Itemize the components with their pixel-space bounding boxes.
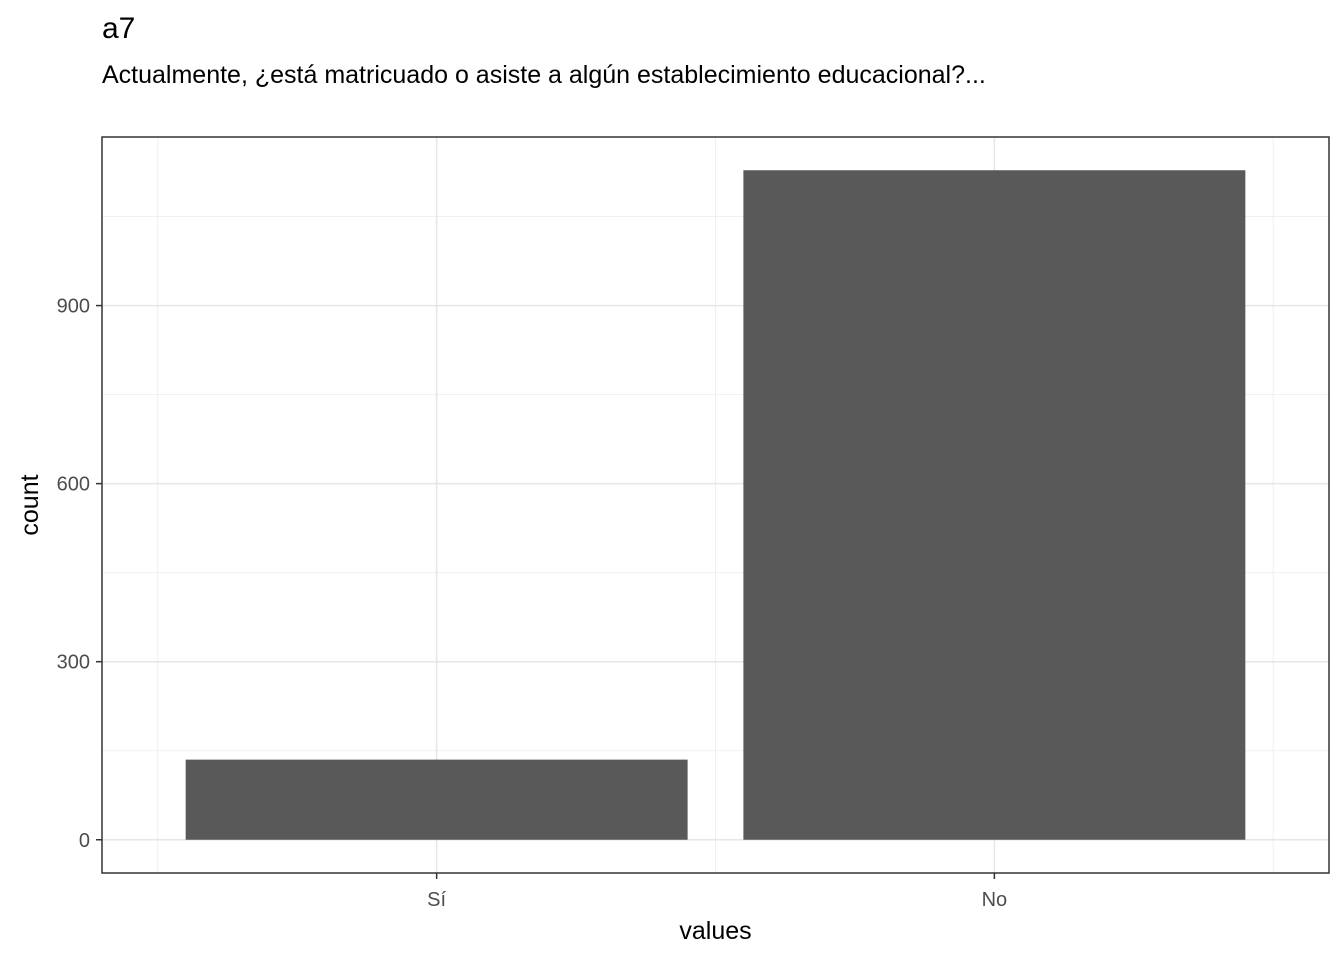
x-tick-label: Sí bbox=[427, 889, 446, 911]
y-axis-title: count bbox=[16, 474, 44, 535]
chart-title: a7 bbox=[102, 12, 136, 45]
y-tick-label: 300 bbox=[57, 652, 90, 674]
bar bbox=[743, 170, 1246, 840]
chart-subtitle: Actualmente, ¿está matricuado o asiste a… bbox=[102, 61, 986, 89]
y-tick-label: 0 bbox=[79, 830, 90, 852]
x-axis-title: values bbox=[679, 917, 751, 945]
axis-ticks: 0 300 600 900 Sí No bbox=[57, 296, 1008, 911]
panel-border bbox=[101, 136, 1330, 874]
y-tick-label: 600 bbox=[57, 474, 90, 496]
bar bbox=[185, 759, 688, 840]
x-tick-label: No bbox=[982, 889, 1008, 911]
bars bbox=[185, 170, 1246, 840]
y-tick-label: 900 bbox=[57, 296, 90, 318]
